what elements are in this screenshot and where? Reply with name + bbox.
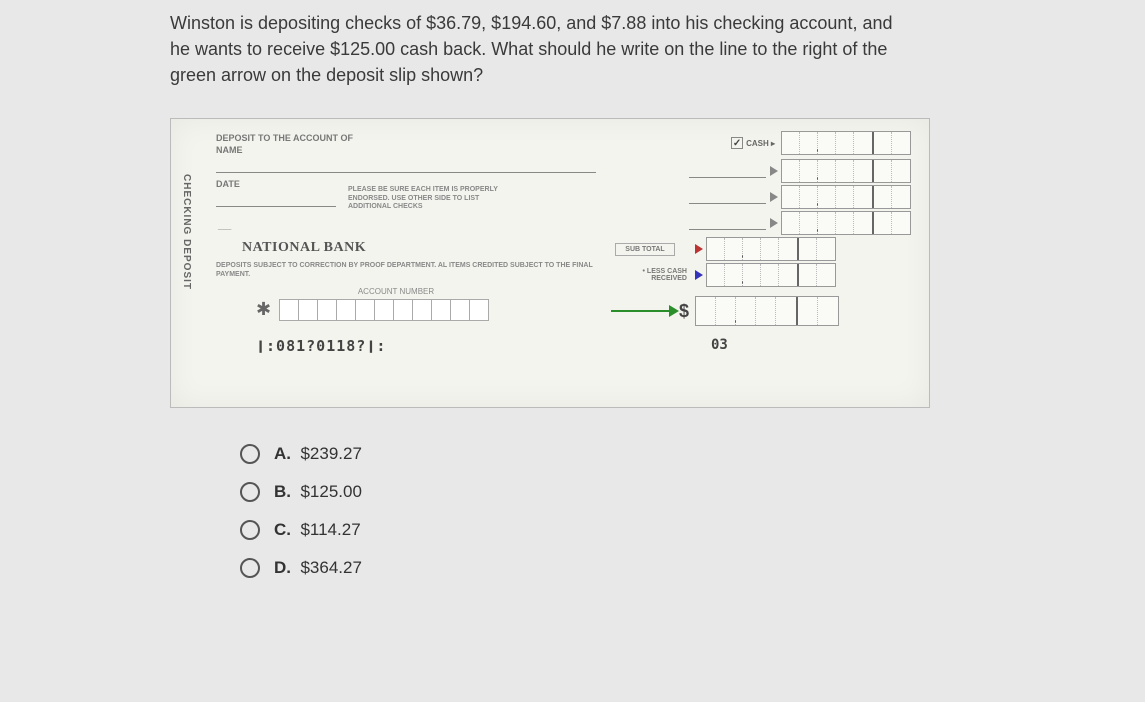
- micr-line: ❙:081?0118?❙:: [256, 337, 596, 355]
- arrow-icon: [770, 218, 778, 228]
- name-label: NAME: [216, 145, 596, 155]
- check-icon: ✓: [731, 137, 743, 149]
- slip-left-panel: DEPOSIT TO THE ACCOUNT OF NAME DATE PLEA…: [216, 133, 596, 355]
- check3-amount-grid: [781, 211, 911, 235]
- option-text: A. $239.27: [274, 444, 362, 464]
- option-a[interactable]: A. $239.27: [240, 444, 1105, 464]
- account-number-label: ACCOUNT NUMBER: [286, 287, 506, 296]
- cash-label: ✓ CASH ▸: [731, 137, 775, 149]
- option-text: C. $114.27: [274, 520, 361, 540]
- name-line: [216, 155, 596, 173]
- radio-icon[interactable]: [240, 520, 260, 540]
- arrow-red-icon: [695, 244, 703, 254]
- option-b[interactable]: B. $125.00: [240, 482, 1105, 502]
- radio-icon[interactable]: [240, 558, 260, 578]
- code-03: 03: [711, 337, 911, 353]
- arrow-icon: [770, 192, 778, 202]
- slip-right-panel: ✓ CASH ▸: [611, 131, 911, 353]
- date-line: [216, 189, 336, 207]
- net-deposit-grid: [695, 296, 839, 326]
- check-line-1: [689, 164, 766, 178]
- arrow-blue-icon: [695, 270, 703, 280]
- asterisk-icon: ✱: [256, 299, 271, 321]
- cash-amount-grid: [781, 131, 911, 155]
- check1-amount-grid: [781, 159, 911, 183]
- vertical-label: CHECKING DEPOSIT: [181, 174, 192, 290]
- legal-note: DEPOSITS SUBJECT TO CORRECTION BY PROOF …: [216, 262, 596, 279]
- radio-icon[interactable]: [240, 482, 260, 502]
- option-d[interactable]: D. $364.27: [240, 558, 1105, 578]
- subtotal-label: SUB TOTAL: [615, 243, 675, 256]
- less-cash-label: • LESS CASH RECEIVED: [611, 268, 691, 283]
- endorse-note: PLEASE BE SURE EACH ITEM IS PROPERLY END…: [348, 186, 518, 213]
- green-arrow-icon: [611, 310, 671, 312]
- radio-icon[interactable]: [240, 444, 260, 464]
- lesscash-amount-grid: [706, 263, 836, 287]
- option-text: B. $125.00: [274, 482, 362, 502]
- bank-name: NATIONAL BANK: [242, 240, 596, 256]
- deposit-to-label: DEPOSIT TO THE ACCOUNT OF: [216, 133, 596, 143]
- bank-small: ___: [218, 221, 596, 230]
- arrow-icon: [770, 166, 778, 176]
- account-number-boxes: ✱: [256, 299, 596, 321]
- date-label: DATE: [216, 179, 336, 189]
- check-line-3: [689, 216, 766, 230]
- check2-amount-grid: [781, 185, 911, 209]
- check-line-2: [689, 190, 766, 204]
- answer-list: A. $239.27 B. $125.00 C. $114.27 D. $364…: [240, 444, 1105, 578]
- option-text: D. $364.27: [274, 558, 362, 578]
- question-text: Winston is depositing checks of $36.79, …: [170, 10, 910, 88]
- dollar-sign: $: [679, 301, 689, 322]
- option-c[interactable]: C. $114.27: [240, 520, 1105, 540]
- subtotal-amount-grid: [706, 237, 836, 261]
- deposit-slip-image: CHECKING DEPOSIT DEPOSIT TO THE ACCOUNT …: [170, 118, 930, 408]
